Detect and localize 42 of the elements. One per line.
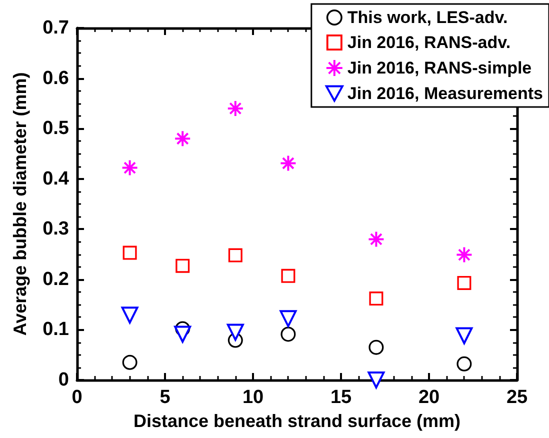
- point: [121, 306, 138, 324]
- legend-label: This work, LES-adv.: [347, 8, 508, 27]
- x-tick-label: 25: [506, 387, 528, 408]
- point: [369, 292, 384, 306]
- point: [174, 326, 192, 343]
- point: [368, 372, 385, 388]
- x-tick-label: 20: [418, 387, 440, 408]
- x-tick-label: 15: [330, 387, 352, 408]
- y-tick-label: 0.3: [42, 218, 69, 240]
- point: [281, 268, 296, 283]
- point: [226, 324, 244, 341]
- point: [121, 159, 138, 176]
- point: [122, 354, 138, 370]
- point: [226, 100, 244, 117]
- y-tick-label: 0.4: [42, 168, 70, 190]
- point: [280, 326, 296, 342]
- y-axis-title: Average bubble diameter (mm): [10, 72, 30, 336]
- point: [456, 327, 473, 344]
- point: [368, 230, 385, 248]
- point: [457, 276, 472, 290]
- legend-label: Jin 2016, Measurements: [347, 84, 544, 103]
- y-tick-label: 0.5: [42, 118, 70, 140]
- point: [174, 130, 192, 148]
- point: [456, 246, 473, 264]
- y-tick-label: 0.2: [42, 268, 69, 290]
- point: [228, 248, 242, 262]
- point: [456, 356, 472, 372]
- x-axis-title: Distance beneath strand surface (mm): [133, 410, 461, 431]
- y-tick-label: 0.7: [42, 18, 69, 38]
- legend-label: Jin 2016, RANS-adv.: [347, 33, 511, 52]
- x-tick-label: 5: [160, 387, 171, 408]
- point: [280, 310, 297, 328]
- point: [122, 246, 137, 260]
- x-tick-label: 0: [72, 387, 82, 408]
- x-tick-label: 10: [242, 387, 264, 408]
- y-tick-label: 0.1: [42, 319, 70, 340]
- point: [176, 258, 190, 273]
- point: [368, 340, 384, 355]
- point: [280, 154, 297, 172]
- legend-label: Jin 2016, RANS-simple: [347, 58, 532, 78]
- y-tick-label: 0.6: [42, 68, 69, 89]
- y-tick-label: 0: [58, 370, 69, 390]
